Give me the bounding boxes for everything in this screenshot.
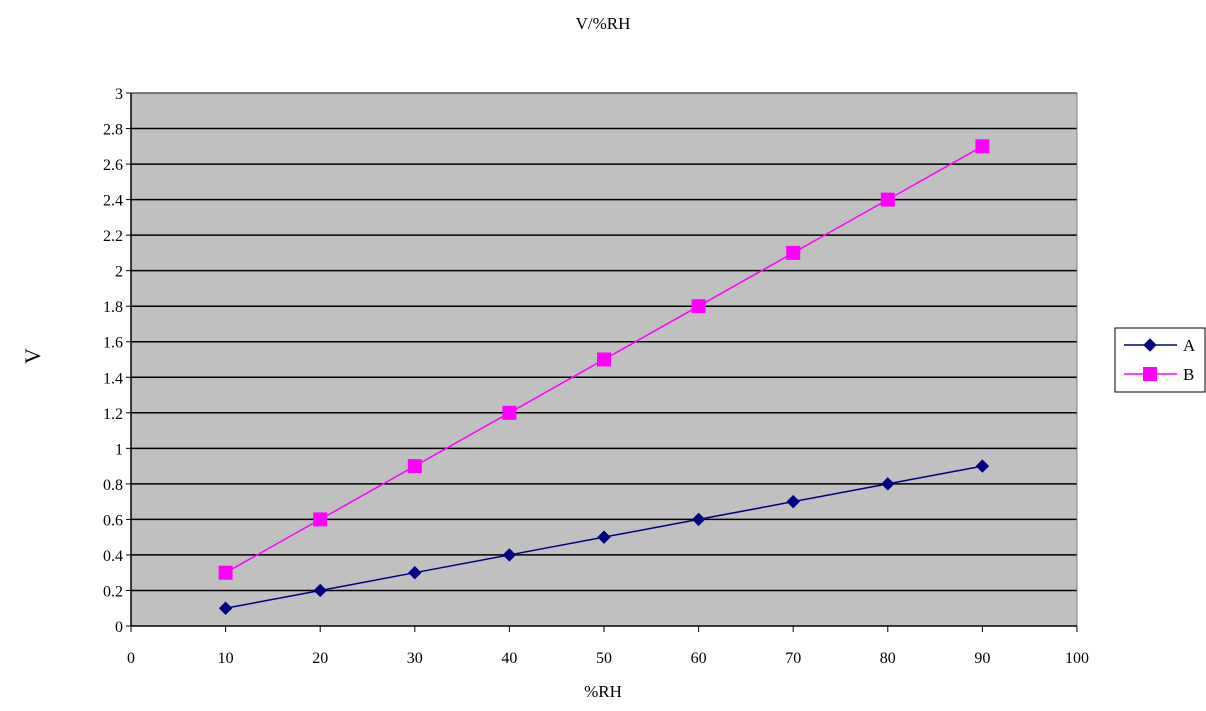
- x-tick-label: 20: [312, 650, 328, 667]
- x-axis-label: %RH: [584, 682, 622, 701]
- series-b: [218, 139, 990, 580]
- x-tick-label: 80: [880, 650, 896, 667]
- y-tick-label: 3: [115, 86, 123, 103]
- y-tick-label: 2: [115, 264, 123, 281]
- series-b-point: [880, 192, 895, 207]
- series-a-point: [597, 530, 611, 544]
- y-tick-label: 2.4: [103, 193, 123, 210]
- y-tick-label: 0.2: [103, 583, 123, 600]
- x-tick-label: 30: [407, 650, 423, 667]
- series-a-point: [218, 601, 233, 615]
- series-a-point: [881, 477, 895, 491]
- legend: AB: [1114, 327, 1206, 393]
- series-a-point: [786, 494, 800, 509]
- y-tick-label: 1.2: [103, 406, 123, 423]
- x-tick-label: 0: [127, 650, 135, 667]
- series-b-point: [691, 299, 706, 314]
- x-tick-label: 10: [218, 650, 234, 667]
- y-tick-label: 1: [115, 441, 123, 458]
- x-tick-label: 70: [785, 650, 801, 667]
- y-tick-label: 2.8: [103, 122, 123, 139]
- legend-marker-b: [1143, 367, 1157, 381]
- x-tick-label: 100: [1065, 650, 1089, 667]
- series-b-point: [975, 139, 990, 154]
- series-a-point: [502, 548, 517, 562]
- plot-area: 0 0.2 0.4 0.6 0.8 1 1.2 1.4 1.6 1.8 2 2.2 2.4 2.6 2.8 3…: [103, 86, 1089, 667]
- y-tick-label: 2.2: [103, 228, 123, 245]
- y-tick-label: 1.6: [103, 335, 123, 352]
- y-axis-label: V: [20, 348, 45, 364]
- series-b-point: [407, 459, 422, 474]
- series-b-point: [786, 245, 801, 260]
- y-tick-label: 1.8: [103, 299, 123, 316]
- x-tick-label: 60: [691, 650, 707, 667]
- y-tick-label: 0.6: [103, 512, 123, 529]
- legend-marker-a: [1143, 338, 1157, 352]
- series-b-point: [218, 565, 233, 580]
- y-tick-label: 0.8: [103, 477, 123, 494]
- y-tick-label: 1.4: [103, 370, 123, 387]
- y-tick-label: 0.4: [103, 548, 123, 565]
- series-b-point: [313, 512, 328, 527]
- chart-title: V/%RH: [576, 14, 631, 33]
- y-tick-label: 0: [115, 619, 123, 636]
- y-tick-label: 2.6: [103, 157, 123, 174]
- x-tick-label: 90: [974, 650, 990, 667]
- x-tick-label: 50: [596, 650, 612, 667]
- series-b-point: [597, 352, 611, 367]
- legend-box: [1114, 327, 1206, 393]
- series-b-point: [502, 405, 517, 420]
- series-a: [218, 459, 990, 615]
- series-a-point: [691, 512, 706, 527]
- series-a-point: [408, 565, 422, 580]
- series-a-point: [975, 459, 990, 473]
- legend-label-b: B: [1183, 365, 1194, 384]
- series-a-point: [313, 583, 327, 598]
- legend-label-a: A: [1183, 336, 1196, 355]
- x-tick-label: 40: [501, 650, 517, 667]
